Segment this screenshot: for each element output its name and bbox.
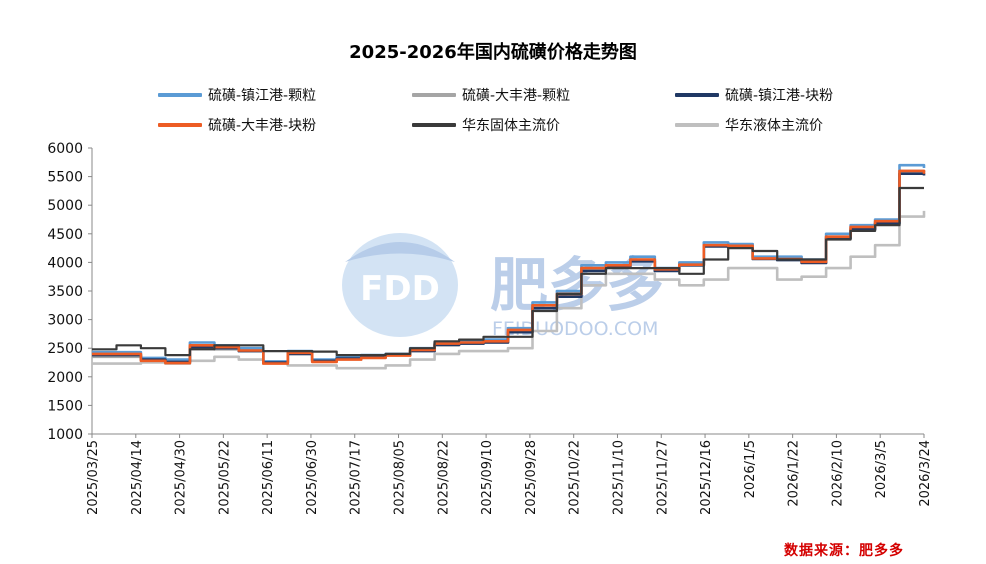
legend-label: 硫磺-大丰港-颗粒 [462, 88, 571, 104]
legend-label: 硫磺-镇江港-颗粒 [208, 88, 317, 104]
x-tick-label: 2025/09/10 [480, 440, 495, 515]
x-tick-label: 2025/04/30 [174, 440, 189, 515]
legend-label: 华东固体主流价 [462, 118, 560, 134]
legend-item-east-liquid: 华东液体主流价 [675, 114, 823, 136]
chart-title: 2025-2026年国内硫磺价格走势图 [349, 42, 637, 63]
legend-swatch [158, 123, 202, 127]
x-tick-label: 2025/08/22 [436, 440, 451, 515]
y-tick-label: 5500 [47, 170, 83, 186]
x-tick-label: 2026/1/22 [787, 440, 802, 507]
watermark-brand: FDD [360, 269, 440, 309]
y-tick-label: 5000 [47, 198, 83, 214]
y-tick-label: 3000 [47, 313, 83, 329]
legend-item-east-solid: 华东固体主流价 [412, 114, 560, 136]
x-tick-label: 2026/3/5 [874, 440, 889, 498]
series-group [92, 163, 926, 370]
legend-swatch [675, 93, 719, 97]
x-tick-label: 2025/11/10 [611, 440, 626, 515]
x-tick-label: 2025/06/30 [305, 440, 320, 515]
watermark-logo-circle [342, 233, 458, 337]
series-line-5 [92, 210, 926, 370]
legend: 硫磺-镇江港-颗粒 硫磺-大丰港-颗粒 硫磺-镇江港-块粉 硫磺-大丰港-块粉 … [0, 84, 986, 144]
legend-swatch [158, 93, 202, 97]
data-source: 数据来源：肥多多 [784, 543, 904, 559]
y-tick-label: 2500 [47, 341, 83, 357]
x-tick-label: 2026/2/10 [830, 440, 845, 507]
x-tick-label: 2025/07/17 [349, 440, 364, 515]
legend-label: 硫磺-大丰港-块粉 [208, 118, 317, 134]
x-tick-label: 2025/08/05 [393, 440, 408, 515]
x-tick-label: 2025/05/22 [217, 440, 232, 515]
legend-item-dafeng-granule: 硫磺-大丰港-颗粒 [412, 84, 570, 106]
x-tick-label: 2025/06/11 [261, 440, 276, 515]
legend-swatch [412, 93, 456, 97]
x-tick-label: 2026/1/5 [743, 440, 758, 498]
legend-item-zhenjiang-granule: 硫磺-镇江港-颗粒 [158, 84, 316, 106]
legend-item-zhenjiang-lump: 硫磺-镇江港-块粉 [675, 84, 833, 106]
y-tick-label: 4000 [47, 255, 83, 271]
x-tick-label: 2025/03/25 [86, 440, 101, 515]
x-tick-label: 2025/09/28 [524, 440, 539, 515]
axes: 1000 1500 2000 2500 3000 3500 4000 4500 5000 5500… [47, 141, 933, 515]
x-tick-label: 2025/12/16 [699, 440, 714, 515]
y-tick-label: 6000 [47, 141, 83, 157]
watermark: FDD 肥多多 FEIDUODOO.COM [342, 233, 664, 340]
y-tick-label: 1500 [47, 398, 83, 414]
legend-item-dafeng-lump: 硫磺-大丰港-块粉 [158, 114, 316, 136]
y-tick-label: 2000 [47, 370, 83, 386]
y-tick-label: 3500 [47, 284, 83, 300]
legend-swatch [675, 123, 719, 127]
legend-swatch [412, 123, 456, 127]
series-line-4 [92, 186, 924, 357]
x-tick-label: 2025/10/22 [568, 440, 583, 515]
y-tick-label: 4500 [47, 227, 83, 243]
watermark-logo-leaf [345, 242, 455, 262]
x-tick-label: 2025/11/27 [655, 440, 670, 515]
x-tick-label: 2026/3/24 [918, 440, 933, 507]
x-tick-label: 2025/04/14 [130, 440, 145, 515]
y-tick-label: 1000 [47, 427, 83, 443]
legend-label: 华东液体主流价 [725, 118, 823, 134]
legend-label: 硫磺-镇江港-块粉 [725, 88, 834, 104]
